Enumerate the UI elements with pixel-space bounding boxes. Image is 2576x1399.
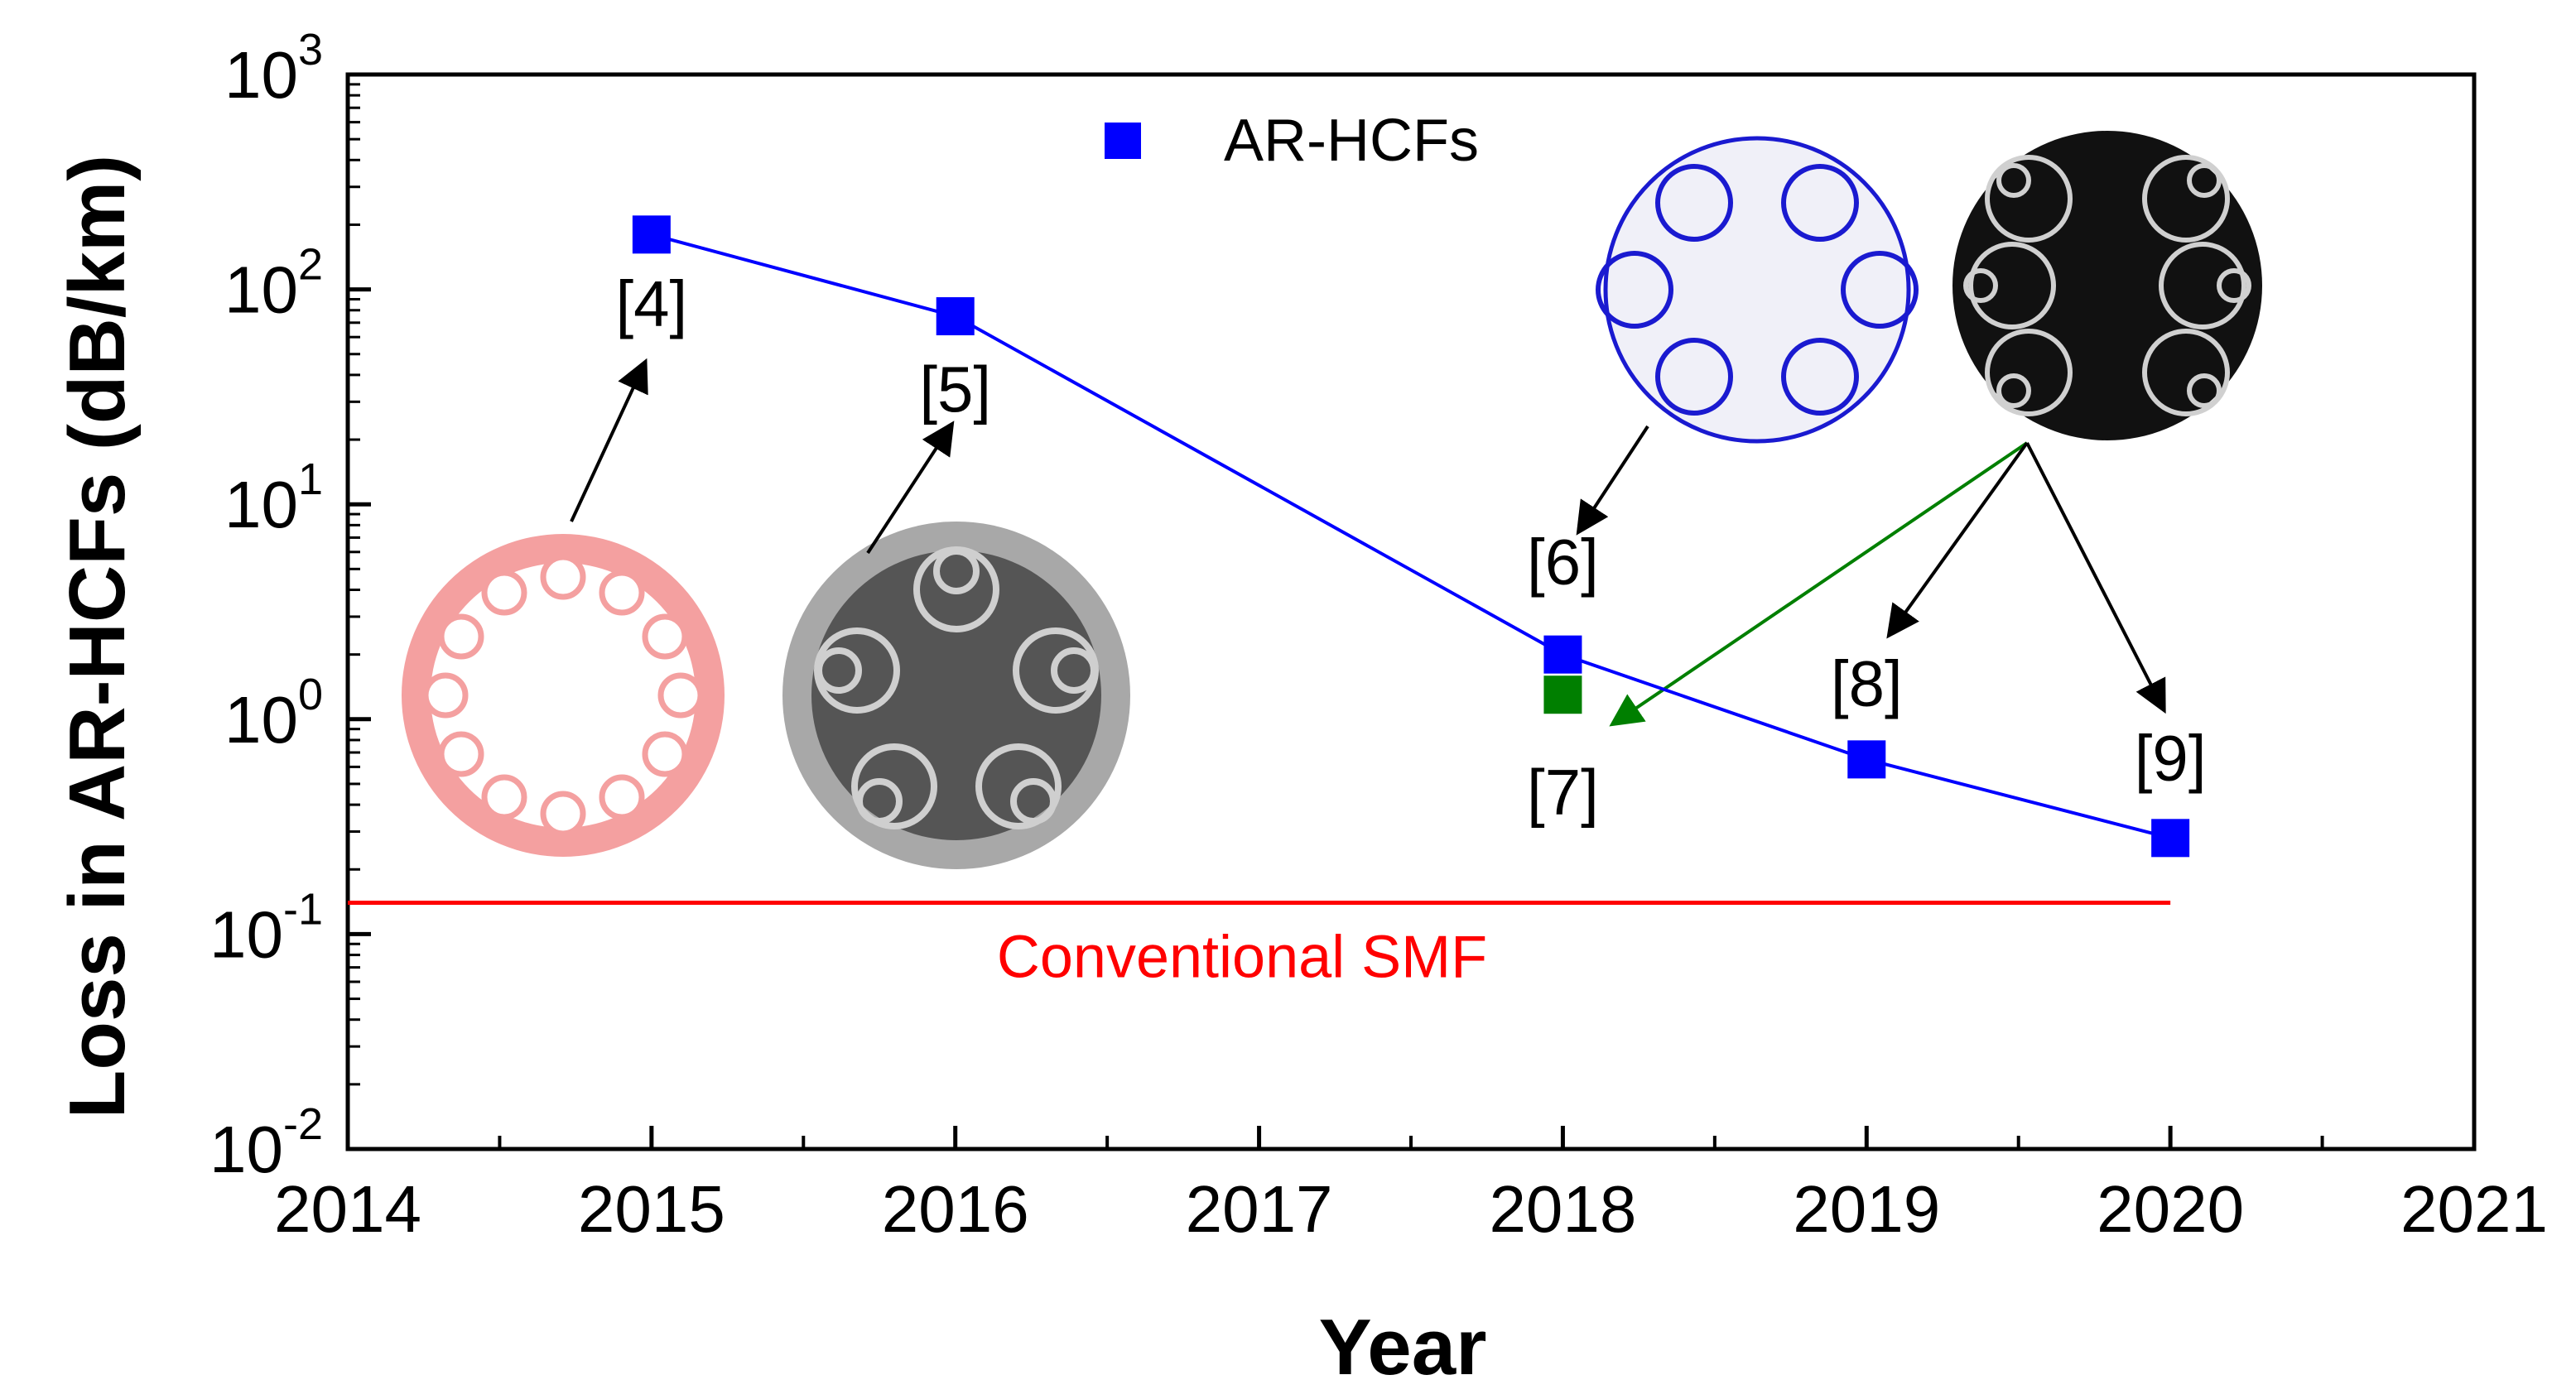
data-point-marker [1847,740,1886,779]
x-tick-label: 2014 [274,1172,421,1246]
arrow-to-ref-6 [1576,425,1649,536]
smf-reference-label: Conventional SMF [997,924,1487,990]
y-tick-label: 101 [224,454,323,541]
gray-fiber-core [811,550,1101,840]
x-tick-label: 2015 [578,1172,725,1246]
reference-label: [7] [1527,756,1599,829]
data-point-marker [632,215,671,254]
x-tick-label: 2020 [2097,1172,2244,1246]
arrow-to-ref-4 [570,358,648,522]
data-point-marker [1543,635,1582,674]
x-tick-label: 2018 [1489,1172,1636,1246]
y-tick-label: 10-2 [209,1099,323,1186]
reference-line-group: Conventional SMF [348,900,2171,990]
fiber-inset-pink [402,534,725,857]
legend-marker [1105,123,1141,159]
inset-arrows [570,358,2166,727]
blue-fiber-cladding [1603,136,1911,444]
pink-fiber-core [431,563,696,828]
data-point-marker [1543,675,1582,714]
reference-label: [9] [2135,721,2207,794]
x-tick-label: 2019 [1793,1172,1940,1246]
y-tick-label: 102 [224,240,323,327]
x-axis-title: Year [1319,1303,1487,1392]
y-tick-label: 10-1 [209,884,323,971]
series-group [632,215,2190,858]
reference-label: [8] [1831,647,1903,719]
reference-label: [6] [1527,526,1599,599]
reference-label: [5] [919,353,991,425]
y-tick-label: 100 [224,670,323,757]
fiber-inset-black [1952,131,2262,440]
black-fiber-body [1952,131,2262,440]
x-tick-label: 2021 [2400,1172,2548,1246]
x-tick-label: 2016 [882,1172,1029,1246]
legend-label: AR-HCFs [1224,108,1479,174]
arrow-to-ref-8 [1886,441,2029,639]
legend: AR-HCFs [1105,108,1479,174]
annotation-group: [4] [5] [6] [8] [9] [7] [615,267,2206,829]
fiber-inset-blue [1596,136,1919,444]
fiber-cross-section-insets [402,131,2262,869]
y-tick-label: 103 [224,25,323,112]
y-axis-title: Loss in AR-HCFs (dB/km) [53,155,142,1118]
arrow-to-ref-7 [1609,441,2029,727]
arrow-to-ref-9 [2025,442,2166,714]
data-point-marker [2151,819,2190,858]
arrow-to-ref-5 [866,421,955,555]
data-point-marker [936,297,975,336]
x-tick-label: 2017 [1186,1172,1333,1246]
fiber-inset-gray [782,522,1130,869]
reference-label: [4] [615,267,687,339]
plot-axes: 2014 2015 2016 2017 2018 2019 2020 2021 103 102 10… [53,25,2548,1392]
